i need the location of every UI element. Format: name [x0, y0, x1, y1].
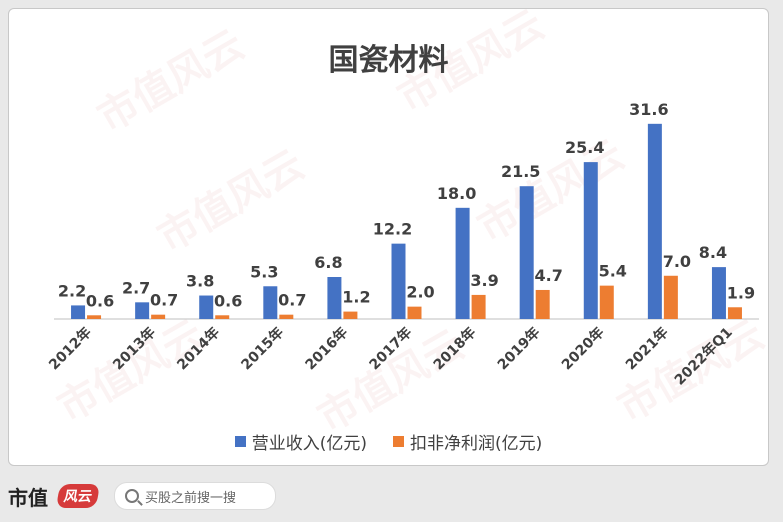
legend-label-revenue: 营业收入(亿元) — [251, 434, 367, 454]
bar-revenue — [327, 277, 342, 319]
search-box[interactable]: 买股之前搜一搜 — [114, 482, 276, 510]
bar-revenue — [583, 162, 598, 319]
x-tick-label: 2016年 — [302, 324, 351, 373]
data-label-profit: 0.7 — [278, 291, 306, 310]
x-tick-label: 2021年 — [622, 324, 671, 373]
legend-item-revenue: 营业收入(亿元) — [234, 429, 367, 454]
bar-profit — [343, 311, 358, 319]
bar-revenue — [199, 295, 214, 319]
data-label-revenue: 2.2 — [58, 281, 86, 300]
chart-card: 市值风云 市值风云 市值风云 市值风云 市值风云 市值风云 市值风云 国瓷材料 … — [8, 8, 769, 466]
x-tick-label: 2020年 — [558, 324, 607, 373]
bar-revenue — [455, 207, 470, 319]
data-label-profit: 0.6 — [86, 291, 114, 310]
bar-profit — [407, 306, 422, 319]
footer-bar: 市值 风云 买股之前搜一搜 — [8, 478, 767, 514]
x-tick-label: 2018年 — [430, 324, 479, 373]
x-tick-label: 2014年 — [174, 324, 223, 373]
data-label-profit: 0.7 — [150, 291, 178, 310]
bar-profit — [151, 314, 166, 319]
bar-chart: 2.20.62012年2.70.72013年3.80.62014年5.30.72… — [45, 100, 759, 389]
bar-profit — [535, 289, 550, 319]
bar-revenue — [711, 267, 726, 319]
data-label-revenue: 2.7 — [122, 278, 150, 297]
data-label-profit: 0.6 — [214, 291, 242, 310]
data-label-profit: 5.4 — [599, 262, 627, 281]
bar-profit — [87, 315, 102, 319]
legend-item-profit: 扣非净利润(亿元) — [393, 429, 542, 454]
x-tick-label: 2017年 — [366, 324, 415, 373]
data-label-revenue: 12.2 — [373, 220, 412, 239]
x-tick-label: 2022年Q1 — [671, 324, 736, 389]
brand-logo: 风云 — [55, 484, 101, 508]
bar-revenue — [391, 243, 406, 319]
bar-revenue — [263, 286, 278, 319]
data-label-revenue: 18.0 — [437, 184, 476, 203]
x-tick-label: 2013年 — [109, 324, 158, 373]
bar-profit — [663, 275, 678, 319]
bar-revenue — [135, 302, 150, 319]
bar-revenue — [647, 123, 662, 319]
chart-title: 国瓷材料 — [328, 43, 449, 78]
bar-profit — [215, 315, 230, 319]
search-placeholder: 买股之前搜一搜 — [145, 490, 237, 506]
bar-revenue — [519, 186, 534, 319]
x-tick-label: 2015年 — [238, 324, 287, 373]
brand-name: 市值 — [8, 485, 48, 510]
bar-profit — [727, 307, 742, 319]
data-label-revenue: 31.6 — [629, 100, 668, 119]
data-label-profit: 3.9 — [470, 271, 498, 290]
data-label-profit: 1.2 — [342, 288, 370, 307]
data-label-revenue: 25.4 — [565, 138, 604, 157]
data-label-revenue: 3.8 — [186, 272, 214, 291]
data-label-profit: 7.0 — [663, 252, 691, 271]
legend-swatch-profit — [393, 436, 404, 447]
data-label-revenue: 8.4 — [699, 243, 727, 262]
legend: 营业收入(亿元) 扣非净利润(亿元) — [9, 429, 768, 454]
bar-profit — [471, 294, 486, 319]
search-icon — [125, 489, 139, 503]
bar-profit — [279, 314, 294, 319]
bar-profit — [599, 285, 614, 319]
data-label-revenue: 21.5 — [501, 162, 540, 181]
bar-revenue — [71, 305, 86, 319]
data-label-profit: 2.0 — [406, 283, 434, 302]
data-label-revenue: 6.8 — [314, 253, 342, 272]
x-tick-label: 2019年 — [494, 324, 543, 373]
data-label-profit: 1.9 — [727, 283, 755, 302]
data-label-revenue: 5.3 — [250, 262, 278, 281]
legend-swatch-revenue — [234, 436, 246, 447]
legend-label-profit: 扣非净利润(亿元) — [410, 434, 543, 454]
data-label-profit: 4.7 — [535, 266, 563, 285]
x-tick-label: 2012年 — [45, 324, 94, 373]
